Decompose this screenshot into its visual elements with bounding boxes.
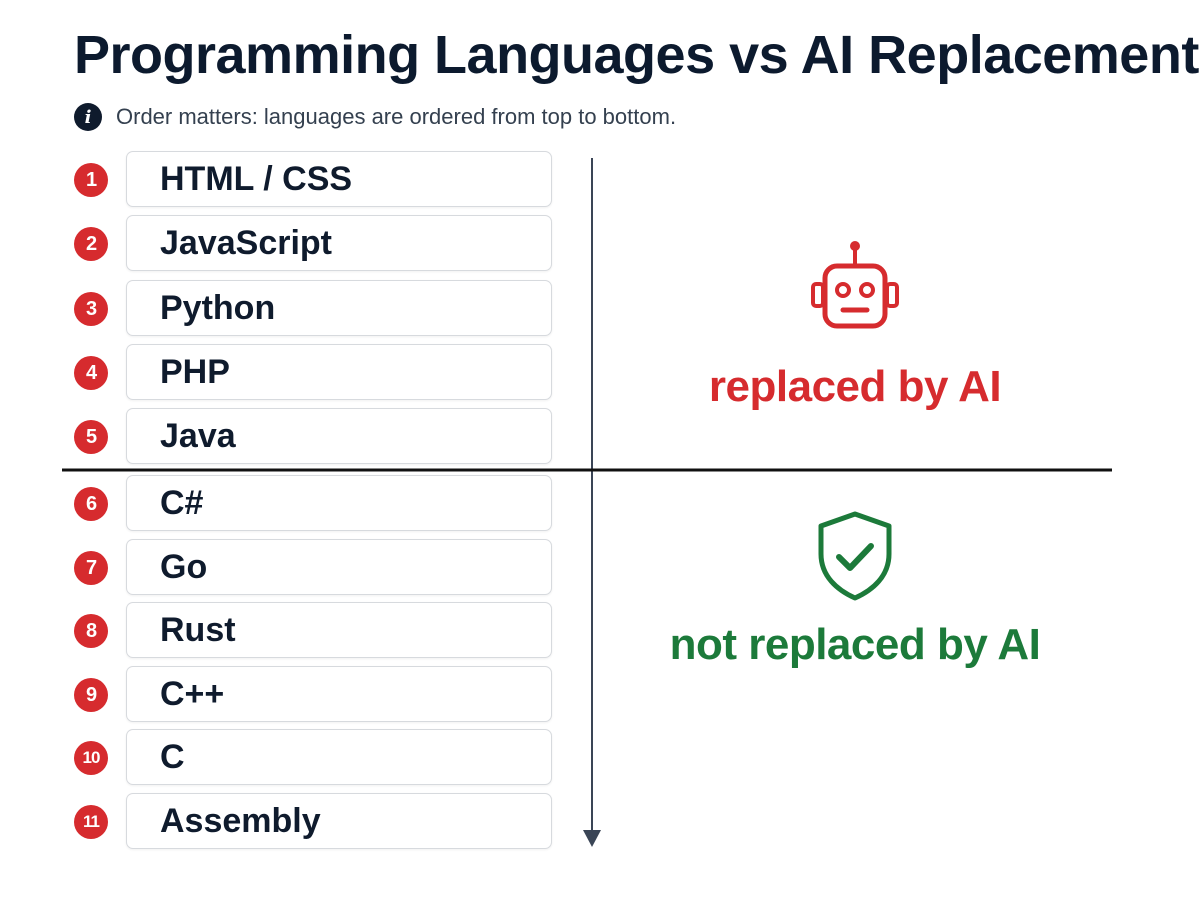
order-note: i Order matters: languages are ordered f… [74,103,676,131]
language-name: C++ [126,666,552,722]
rank-badge: 6 [74,487,108,521]
rank-badge: 5 [74,420,108,454]
rank-badge: 11 [74,805,108,839]
rank-badge: 3 [74,292,108,326]
rank-badge: 2 [74,227,108,261]
language-row: 2 JavaScript [70,214,556,272]
language-row: 10 C [70,728,556,786]
language-name: Go [126,539,552,595]
replaced-label: replaced by AI [708,362,1002,411]
language-name: Python [126,280,552,336]
info-icon: i [74,103,102,131]
language-row: 6 C# [70,474,556,532]
rank-badge: 8 [74,614,108,648]
shield-check-icon [818,511,892,601]
language-row: 3 Python [70,279,556,337]
language-row: 1 HTML / CSS [70,150,556,208]
language-name: Rust [126,602,552,658]
rank-badge: 1 [74,163,108,197]
rank-badge: 10 [74,741,108,775]
language-name: JavaScript [126,215,552,271]
language-name: HTML / CSS [126,151,552,207]
rank-badge: 9 [74,678,108,712]
not-replaced-panel: not replaced by AI [600,510,1110,670]
language-row: 8 Rust [70,601,556,659]
language-name: Java [126,408,552,464]
language-name: C# [126,475,552,531]
language-row: 4 PHP [70,343,556,401]
page-title: Programming Languages vs AI Replacement [74,25,1199,85]
arrow-head [583,830,601,847]
rank-badge: 7 [74,551,108,585]
order-note-text: Order matters: languages are ordered fro… [116,104,677,129]
language-row: 7 Go [70,538,556,596]
language-row: 11 Assembly [70,792,556,850]
language-row: 9 C++ [70,665,556,723]
rank-badge: 4 [74,356,108,390]
robot-icon [811,241,899,329]
language-row: 5 Java [70,407,556,465]
language-name: PHP [126,344,552,400]
not-replaced-label: not replaced by AI [669,620,1041,669]
replaced-panel: replaced by AI [600,236,1110,412]
language-name: Assembly [126,793,552,849]
language-name: C [126,729,552,785]
